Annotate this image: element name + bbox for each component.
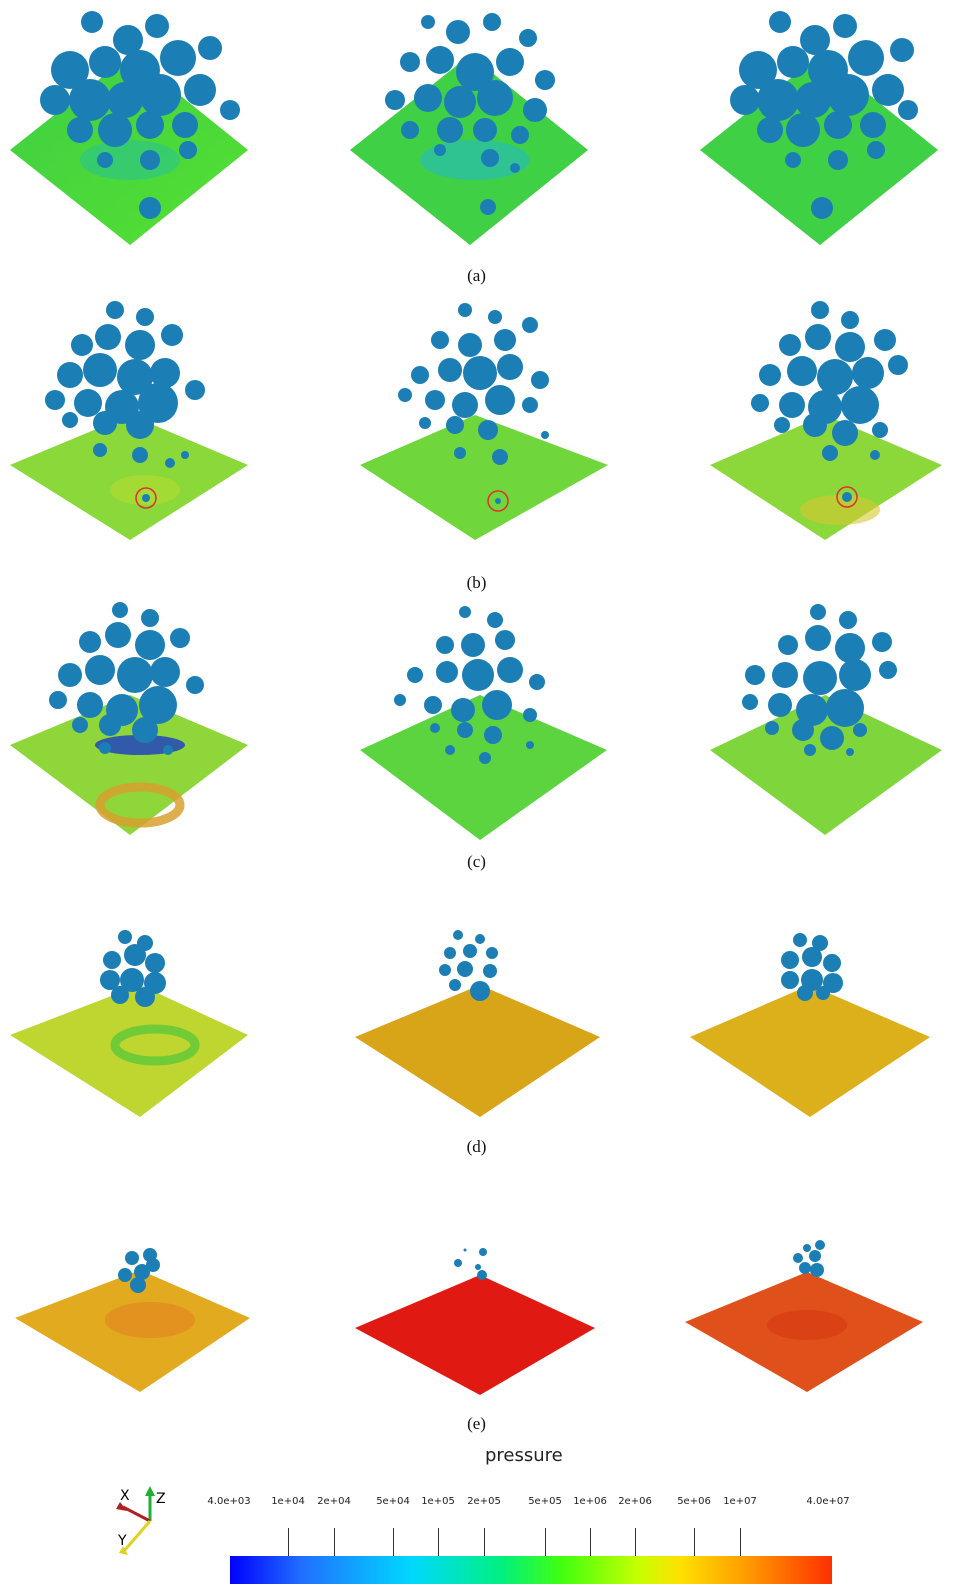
caption-e: (e) — [467, 1414, 486, 1433]
highlight-circle-b2 — [487, 490, 509, 512]
colorbar-tick-label: 1e+05 — [421, 1496, 455, 1507]
panel-a-right — [700, 11, 938, 245]
panel-b-right — [710, 301, 942, 540]
colorbar-tick-mark — [484, 1528, 485, 1556]
orientation-axes-icon: Z X Y — [116, 1486, 166, 1555]
axis-label-y: Y — [117, 1533, 127, 1549]
colorbar-tick-label: 4.0e+03 — [207, 1496, 251, 1507]
colorbar-tick-mark — [393, 1528, 394, 1556]
panel-e-left — [15, 1248, 250, 1392]
colorbar-tick-label: 4.0e+07 — [806, 1496, 850, 1507]
colorbar-tick-mark — [545, 1528, 546, 1556]
panel-e-middle — [355, 1248, 595, 1395]
panel-b-left — [10, 301, 248, 540]
panel-b-middle — [360, 303, 608, 540]
bubble-cluster-a1 — [40, 11, 240, 219]
colorbar-tick-label: 5e+05 — [528, 1496, 562, 1507]
axis-label-x: X — [120, 1488, 130, 1504]
panel-d-left — [10, 930, 248, 1117]
colorbar-tick-label: 5e+06 — [677, 1496, 711, 1507]
highlight-circle-b3 — [836, 486, 858, 508]
colorbar-tick-label: 5e+04 — [376, 1496, 410, 1507]
highlight-circle-b1 — [135, 487, 157, 509]
colorbar-tick-mark — [635, 1528, 636, 1556]
colorbar-tick-mark — [694, 1528, 695, 1556]
panel-e-right — [685, 1240, 923, 1392]
colorbar-tick-label: 1e+07 — [723, 1496, 757, 1507]
panel-c-middle — [360, 606, 607, 840]
caption-a: (a) — [467, 266, 486, 285]
panel-a-left — [10, 11, 248, 245]
colorbar-tick-mark — [288, 1528, 289, 1556]
panel-d-middle — [355, 930, 600, 1117]
panel-c-right — [710, 604, 942, 835]
caption-d: (d) — [466, 1137, 487, 1156]
colorbar-tick-label: 2e+06 — [618, 1496, 652, 1507]
colorbar-tick-label: 2e+04 — [317, 1496, 351, 1507]
caption-c: (c) — [467, 852, 486, 871]
panel-c-left — [10, 602, 248, 835]
axis-label-z: Z — [156, 1491, 166, 1507]
colorbar-tick-label: 2e+05 — [467, 1496, 501, 1507]
colorbar-tick-label: 1e+06 — [573, 1496, 607, 1507]
caption-b: (b) — [466, 573, 487, 592]
colorbar-tick-mark — [740, 1528, 741, 1556]
panel-d-right — [690, 933, 930, 1117]
colorbar-tick-label: 1e+04 — [271, 1496, 305, 1507]
colorbar-tick-mark — [438, 1528, 439, 1556]
pressure-colorbar — [230, 1556, 832, 1584]
panel-a-middle — [350, 13, 588, 245]
legend-title: pressure — [485, 1445, 563, 1466]
colorbar-tick-mark — [334, 1528, 335, 1556]
colorbar-tick-mark — [590, 1528, 591, 1556]
